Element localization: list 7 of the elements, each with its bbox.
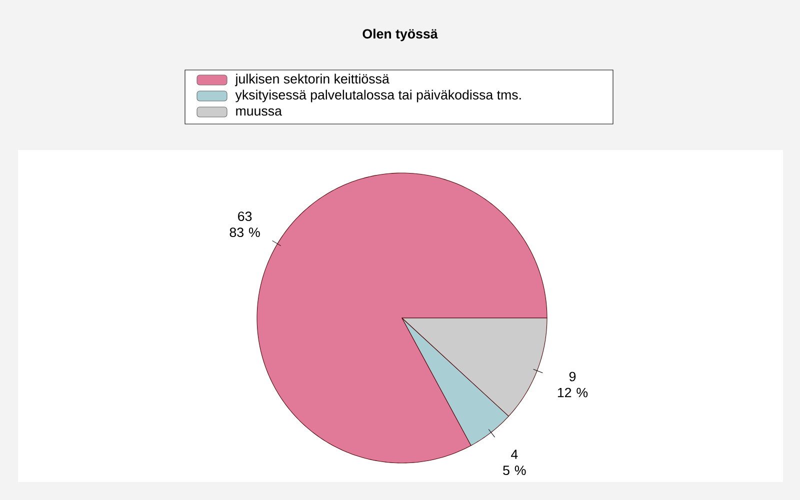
legend-label: muussa bbox=[236, 108, 282, 116]
data-label: 63 83 % bbox=[230, 212, 260, 238]
legend-label: julkisen sektorin keittiössä bbox=[234, 74, 390, 86]
chart-title: Olen työssä bbox=[362, 28, 438, 42]
legend-label: yksityisessä palvelutalossa tai päiväkodissa tms. bbox=[235, 90, 521, 102]
data-label: 4 5 % bbox=[503, 450, 526, 476]
data-label: 9 12 % bbox=[558, 372, 588, 398]
